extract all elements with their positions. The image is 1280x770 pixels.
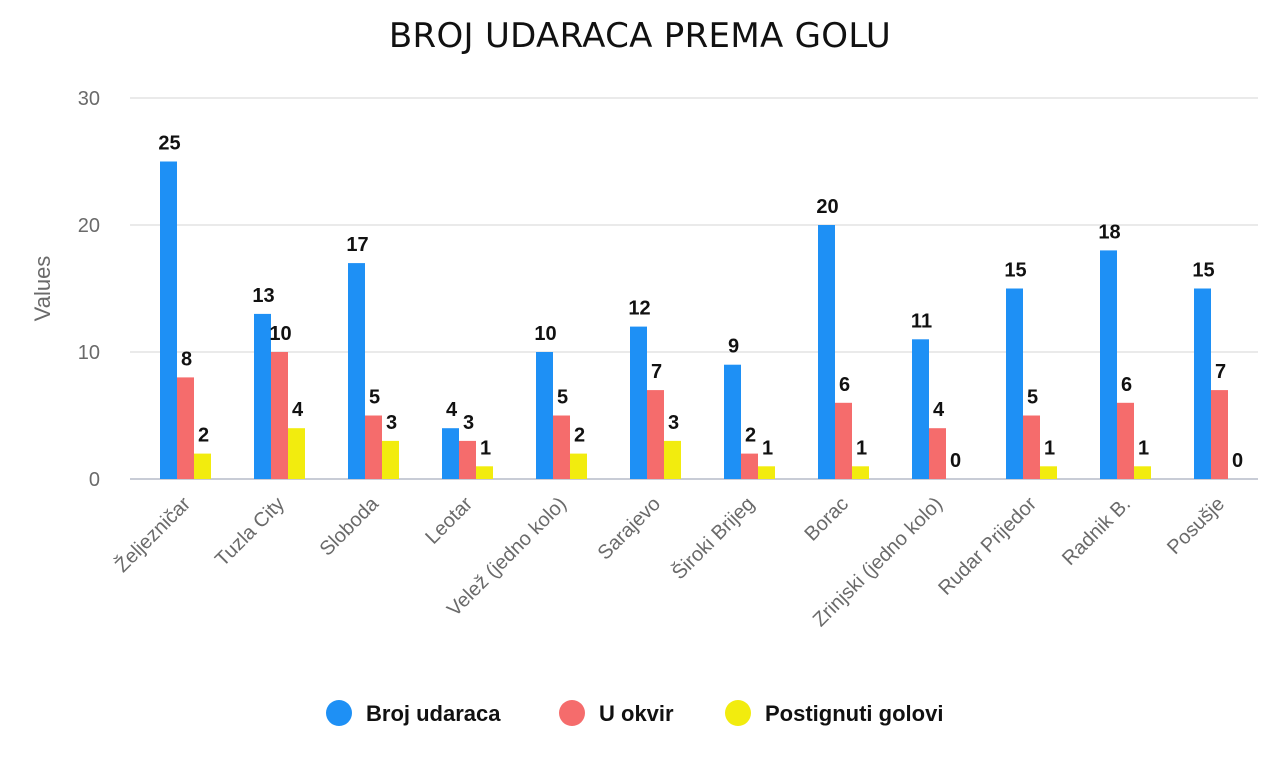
data-label: 5 — [1027, 387, 1038, 409]
data-label: 25 — [158, 133, 180, 155]
data-label: 13 — [252, 285, 274, 307]
data-label: 1 — [480, 437, 491, 459]
y-axis-label: Values — [30, 256, 55, 322]
data-label: 6 — [1121, 374, 1132, 396]
data-label: 7 — [651, 361, 662, 383]
bar-3-5 — [570, 453, 587, 479]
data-label: 1 — [856, 437, 867, 459]
x-tick-label: Rudar Prijedor — [934, 493, 1041, 600]
legend-marker — [326, 700, 352, 726]
legend-marker — [725, 700, 751, 726]
bar-1-5 — [536, 352, 553, 479]
bar-1-7 — [724, 364, 741, 479]
data-label: 4 — [933, 399, 945, 421]
data-label: 1 — [762, 437, 773, 459]
data-label: 2 — [745, 425, 756, 447]
data-label: 17 — [346, 234, 368, 256]
bar-1-2 — [254, 313, 271, 479]
bar-2-4 — [459, 440, 476, 479]
bar-2-5 — [553, 415, 570, 479]
data-label: 3 — [386, 412, 397, 434]
data-label: 12 — [628, 298, 650, 320]
bar-3-8 — [852, 466, 869, 479]
data-label: 5 — [557, 387, 568, 409]
data-label: 8 — [181, 348, 192, 370]
data-label: 4 — [292, 399, 304, 421]
bar-2-6 — [647, 390, 664, 479]
x-tick-label: Tuzla City — [211, 493, 289, 571]
bar-1-10 — [1006, 288, 1023, 479]
data-label: 1 — [1044, 437, 1055, 459]
data-label: 10 — [534, 323, 556, 345]
data-label: 11 — [911, 310, 932, 332]
y-tick-label: 0 — [89, 469, 100, 491]
bar-2-7 — [741, 453, 758, 479]
bar-2-10 — [1023, 415, 1040, 479]
legend-label: Broj udaraca — [366, 701, 501, 726]
data-label: 18 — [1098, 221, 1120, 243]
data-label: 0 — [1232, 450, 1243, 472]
bar-1-11 — [1100, 250, 1117, 479]
bar-3-4 — [476, 466, 493, 479]
bar-1-9 — [912, 339, 929, 479]
bar-1-4 — [442, 428, 459, 479]
y-tick-label: 10 — [78, 342, 100, 364]
bar-3-1 — [194, 453, 211, 479]
data-label: 2 — [574, 425, 585, 447]
y-tick-label: 20 — [78, 215, 100, 237]
bar-1-3 — [348, 263, 365, 479]
x-tick-label: Sarajevo — [594, 493, 665, 564]
x-tick-label: Borac — [801, 493, 854, 546]
bar-2-3 — [365, 415, 382, 479]
x-tick-label: Željezničar — [110, 492, 195, 577]
legend-label: Postignuti golovi — [765, 701, 943, 726]
data-label: 7 — [1215, 361, 1226, 383]
bar-3-3 — [382, 440, 399, 479]
data-label: 1 — [1138, 437, 1149, 459]
y-tick-label: 30 — [78, 88, 100, 110]
x-tick-label: Posušje — [1163, 493, 1229, 559]
bar-3-11 — [1134, 466, 1151, 479]
chart-title: BROJ UDARACA PREMA GOLU — [388, 16, 892, 56]
data-label: 0 — [950, 450, 961, 472]
data-label: 3 — [463, 412, 474, 434]
bar-1-6 — [630, 326, 647, 479]
data-label: 3 — [668, 412, 679, 434]
data-label: 15 — [1192, 260, 1214, 282]
bar-2-12 — [1211, 390, 1228, 479]
bar-2-8 — [835, 402, 852, 479]
data-label: 9 — [728, 336, 739, 358]
bar-2-11 — [1117, 402, 1134, 479]
data-label: 6 — [839, 374, 850, 396]
bar-2-9 — [929, 428, 946, 479]
data-label: 15 — [1004, 260, 1026, 282]
bar-2-2 — [271, 352, 288, 479]
bar-3-6 — [664, 440, 681, 479]
x-tick-label: Sloboda — [316, 492, 384, 560]
bar-1-12 — [1194, 288, 1211, 479]
bar-3-7 — [758, 466, 775, 479]
bar-1-8 — [818, 225, 835, 479]
bar-3-2 — [288, 428, 305, 479]
x-tick-label: Leotar — [421, 493, 477, 549]
bar-3-10 — [1040, 466, 1057, 479]
x-tick-label: Široki Brijeg — [667, 492, 759, 584]
data-label: 10 — [269, 323, 291, 345]
data-label: 2 — [198, 425, 209, 447]
bar-1-1 — [160, 161, 177, 479]
legend-label: U okvir — [599, 701, 674, 726]
data-label: 4 — [446, 399, 458, 421]
legend-marker — [559, 700, 585, 726]
data-label: 20 — [816, 196, 838, 218]
x-tick-label: Radnik B. — [1058, 493, 1135, 570]
data-label: 5 — [369, 387, 380, 409]
bar-2-1 — [177, 377, 194, 479]
